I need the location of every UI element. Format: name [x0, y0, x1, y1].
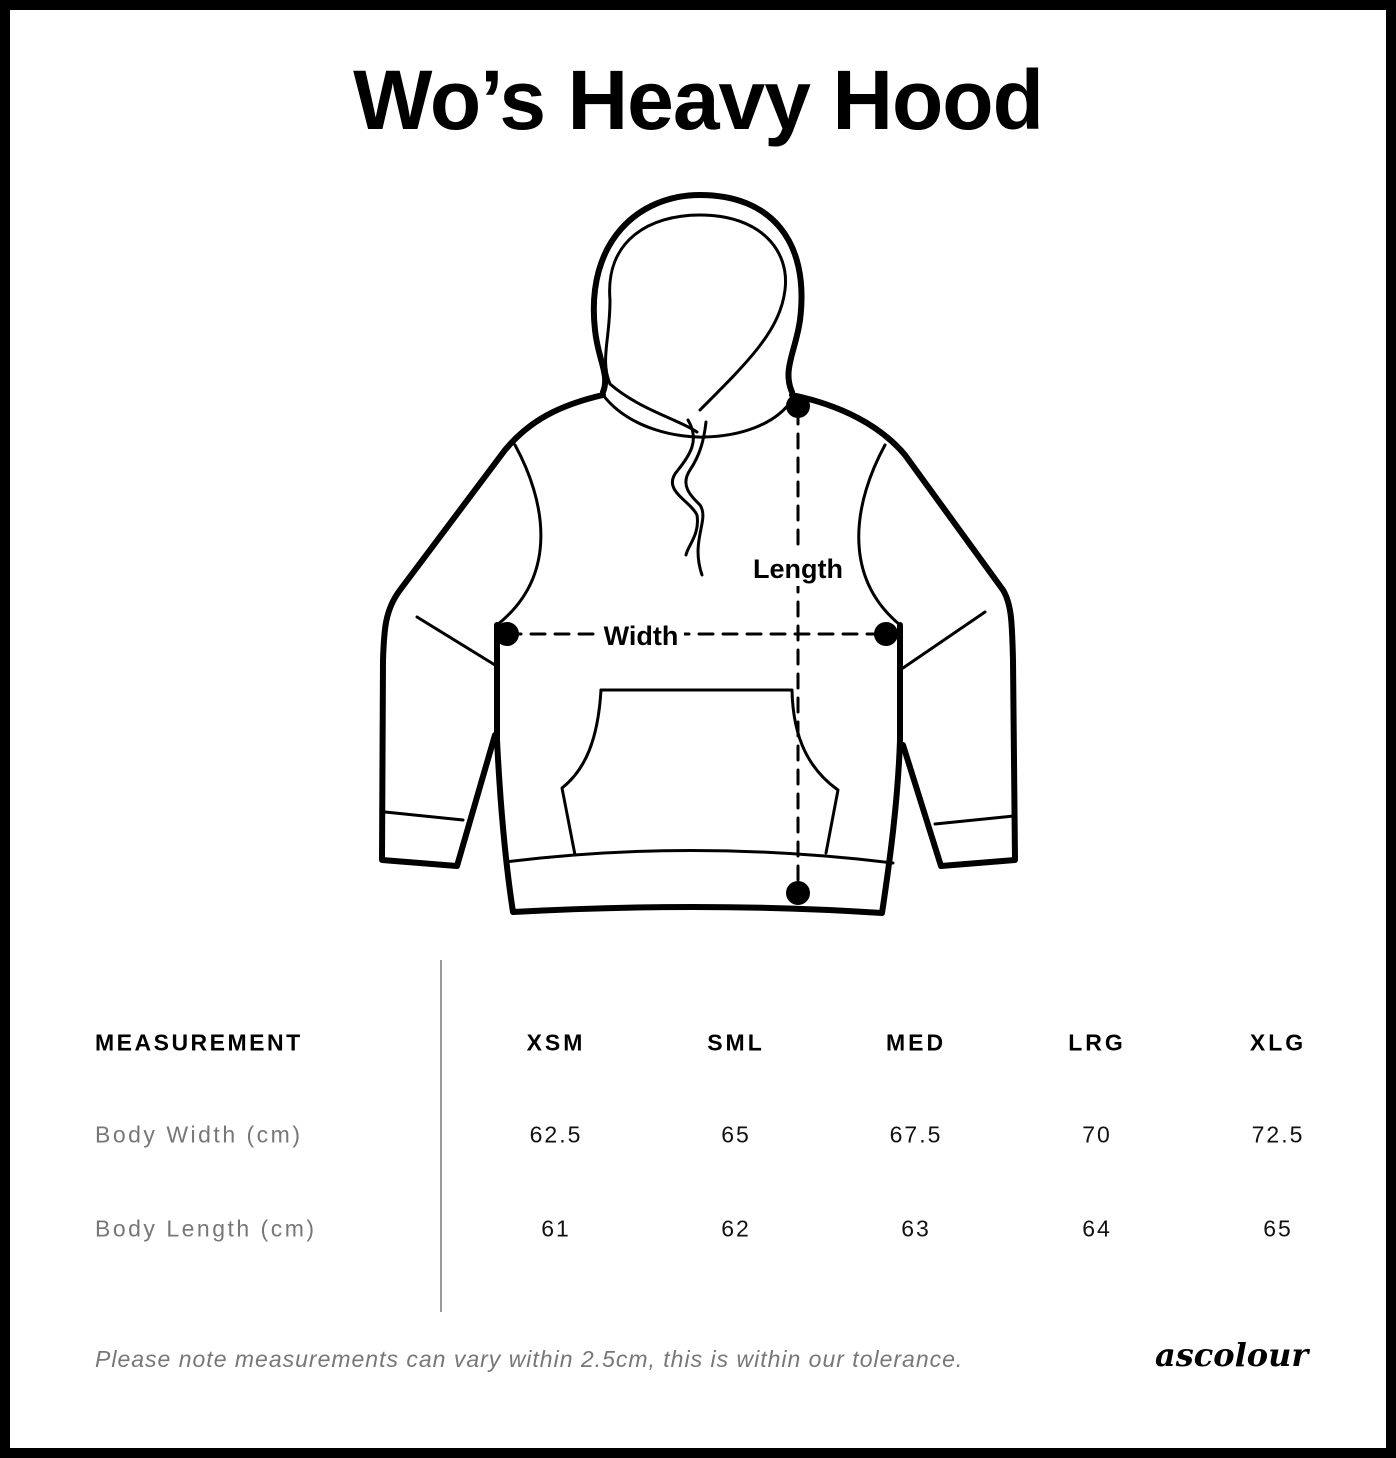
width-left-dot: [495, 622, 519, 646]
length-label: Length: [753, 554, 843, 584]
table-cell: 64: [1082, 1215, 1112, 1242]
header-size: MED: [885, 1029, 947, 1056]
measurement-lines: [505, 408, 888, 895]
hoodie-outline: [379, 192, 1018, 916]
row-label: Body Width (cm): [95, 1121, 303, 1148]
table-cell: 72.5: [1251, 1121, 1305, 1148]
header-size: XSM: [526, 1029, 586, 1056]
table-cell: 65: [721, 1121, 751, 1148]
header-size: LRG: [1068, 1029, 1126, 1056]
width-label: Width: [604, 621, 679, 651]
length-top-dot: [786, 394, 810, 418]
length-bottom-dot: [786, 881, 810, 905]
brand-logo: ascolour: [1155, 1336, 1309, 1374]
header-measurement: MEASUREMENT: [95, 1029, 303, 1056]
table-cell: 65: [1263, 1215, 1293, 1242]
table-divider: [440, 960, 442, 1312]
header-size: XLG: [1249, 1029, 1307, 1056]
page-title: Wo’s Heavy Hood: [353, 53, 1044, 147]
table-cell: 67.5: [889, 1121, 943, 1148]
table-cell: 62.5: [529, 1121, 583, 1148]
tolerance-note: Please note measurements can vary within…: [95, 1346, 964, 1372]
width-right-dot: [874, 622, 898, 646]
hoodie-details: [383, 213, 1016, 865]
row-label: Body Length (cm): [95, 1215, 317, 1242]
table-cell: 61: [541, 1215, 571, 1242]
table-cell: 63: [901, 1215, 931, 1242]
table-cell: 62: [721, 1215, 751, 1242]
table-cell: 70: [1082, 1121, 1112, 1148]
header-size: SML: [707, 1029, 765, 1056]
